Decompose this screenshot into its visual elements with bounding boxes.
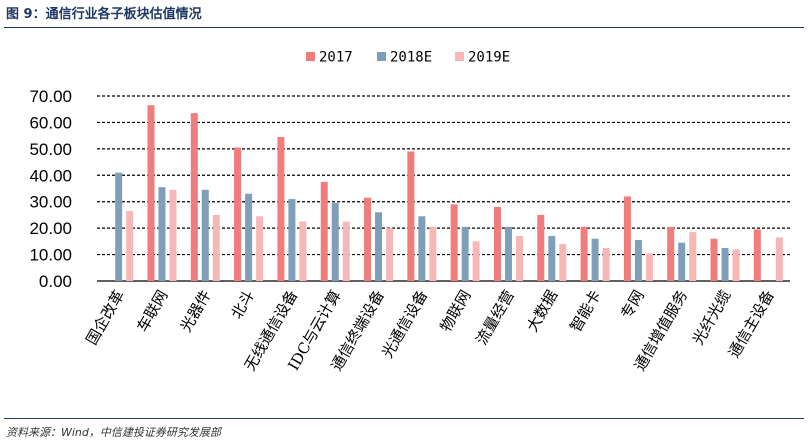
bar-2019E-1 bbox=[169, 189, 177, 281]
bar-2019E-5 bbox=[342, 221, 350, 281]
bar-2019E-9 bbox=[515, 236, 523, 281]
bar-2017-10 bbox=[537, 214, 545, 281]
bar-2017-8 bbox=[450, 204, 458, 281]
bar-2017-15 bbox=[753, 229, 761, 281]
top-rule bbox=[4, 27, 804, 28]
bar-2018E-6 bbox=[375, 212, 383, 281]
legend-label: 2017 bbox=[319, 50, 353, 66]
bar-2019E-14 bbox=[732, 249, 740, 281]
bar-2017-4 bbox=[277, 136, 285, 281]
bar-2018E-3 bbox=[245, 193, 253, 281]
legend-label: 2019E bbox=[468, 50, 510, 66]
bar-2017-14 bbox=[710, 238, 718, 281]
legend-label: 2018E bbox=[390, 50, 432, 66]
y-tick-label: 60.00 bbox=[29, 113, 72, 132]
x-category-label: 智能卡 bbox=[566, 287, 604, 335]
bar-2018E-13 bbox=[678, 242, 686, 281]
legend-swatch bbox=[377, 52, 386, 61]
bottom-rule bbox=[4, 418, 804, 419]
y-tick-label: 50.00 bbox=[29, 140, 72, 159]
bar-2018E-14 bbox=[721, 247, 729, 281]
bar-2019E-12 bbox=[645, 253, 653, 281]
x-category-label: 车联网 bbox=[133, 287, 171, 335]
bar-2018E-1 bbox=[158, 187, 166, 281]
bar-2017-5 bbox=[320, 181, 328, 281]
x-category-label: 光器件 bbox=[177, 287, 215, 335]
x-category-label: 北斗 bbox=[227, 287, 258, 322]
y-tick-label: 40.00 bbox=[29, 166, 72, 185]
bar-2019E-0 bbox=[126, 210, 134, 281]
bar-2019E-2 bbox=[212, 214, 220, 281]
bar-2019E-7 bbox=[429, 226, 437, 281]
y-tick-label: 10.00 bbox=[29, 246, 72, 265]
bar-2018E-8 bbox=[461, 226, 469, 281]
bar-2017-12 bbox=[623, 196, 631, 281]
bar-2018E-10 bbox=[548, 236, 556, 281]
bar-2019E-6 bbox=[386, 228, 394, 281]
x-category-label: 光纤光缆 bbox=[689, 287, 735, 348]
bar-2018E-2 bbox=[201, 189, 209, 281]
bar-2017-7 bbox=[407, 151, 415, 281]
y-tick-label: 20.00 bbox=[29, 219, 72, 238]
bar-2018E-5 bbox=[331, 203, 339, 281]
bar-2019E-3 bbox=[256, 216, 264, 281]
bar-2017-6 bbox=[364, 197, 372, 281]
bar-2017-1 bbox=[147, 105, 155, 281]
x-category-label: 物联网 bbox=[437, 287, 475, 335]
bar-2018E-11 bbox=[591, 238, 599, 281]
legend-swatch bbox=[306, 52, 315, 61]
y-tick-label: 0.00 bbox=[39, 272, 72, 291]
y-tick-label: 30.00 bbox=[29, 193, 72, 212]
figure-title: 图 9：通信行业各子板块估值情况 bbox=[6, 7, 202, 22]
bar-2017-11 bbox=[580, 226, 588, 281]
x-category-label: 流量经营 bbox=[472, 287, 518, 348]
bar-2019E-11 bbox=[602, 247, 610, 281]
bars bbox=[115, 105, 783, 281]
bar-2019E-15 bbox=[775, 237, 783, 281]
bar-2019E-10 bbox=[559, 244, 567, 281]
y-axis-ticks: 0.00 10.00 20.00 30.00 40.00 50.00 60.00 70.00 bbox=[29, 87, 72, 291]
bar-2018E-4 bbox=[288, 199, 296, 281]
bar-2017-3 bbox=[234, 147, 242, 281]
x-category-label: 国企改革 bbox=[83, 287, 129, 348]
bar-2019E-13 bbox=[689, 232, 697, 281]
x-category-label: 专网 bbox=[617, 287, 648, 322]
bar-2017-13 bbox=[667, 226, 675, 281]
bar-2019E-8 bbox=[472, 241, 480, 281]
bar-2018E-12 bbox=[634, 240, 642, 281]
bar-2017-9 bbox=[493, 207, 501, 281]
bar-2017-2 bbox=[190, 113, 198, 281]
legend-swatch bbox=[455, 52, 464, 61]
bar-2018E-7 bbox=[418, 216, 426, 281]
y-tick-label: 70.00 bbox=[29, 87, 72, 106]
grid-lines bbox=[97, 95, 790, 282]
legend: 2017 2018E 2019E bbox=[306, 50, 510, 66]
bar-2018E-0 bbox=[115, 172, 123, 281]
bar-2019E-4 bbox=[299, 221, 307, 281]
x-category-label: 大数据 bbox=[523, 287, 561, 335]
bar-2018E-9 bbox=[504, 226, 512, 281]
source-note: 资料来源：Wind，中信建投证券研究发展部 bbox=[6, 426, 221, 439]
